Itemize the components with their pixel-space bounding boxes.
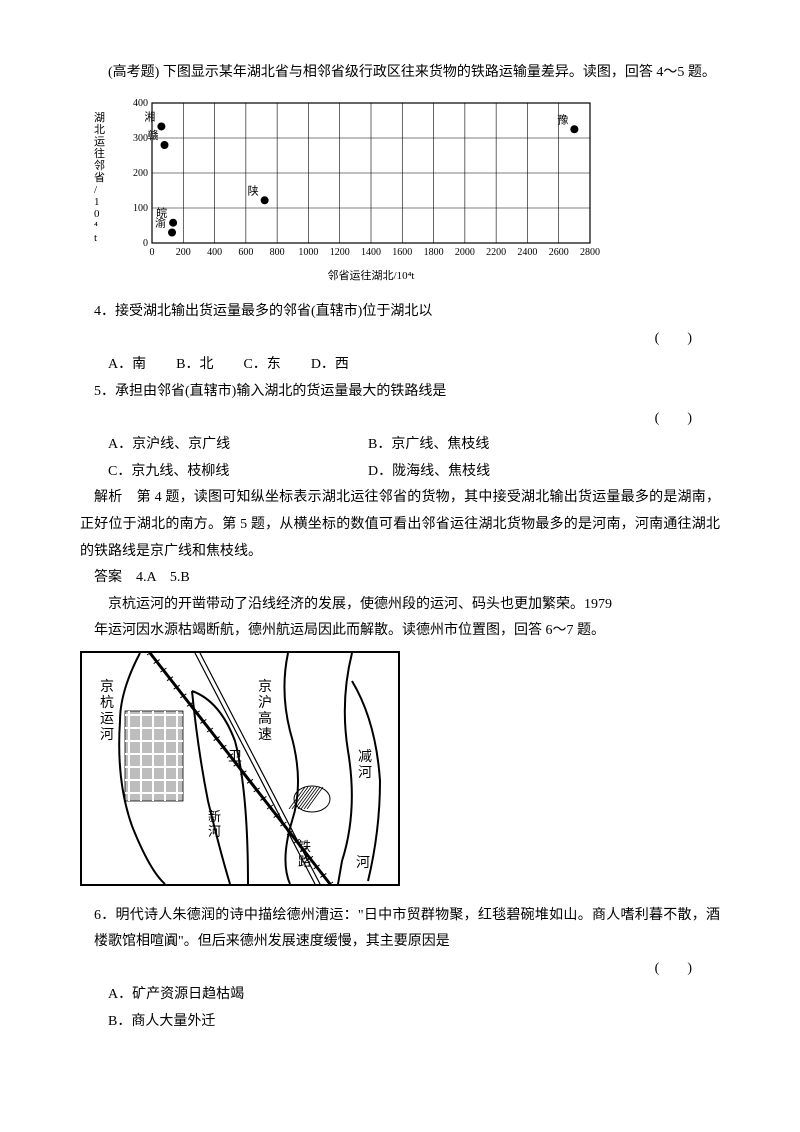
svg-text:2400: 2400 <box>517 247 537 258</box>
q4-opt-b: B．北 <box>176 352 213 379</box>
map-figure: 京杭运河京沪高速新河卫减河铁路河 <box>80 651 720 897</box>
q4-paren: ( ) <box>80 326 720 353</box>
svg-text:200: 200 <box>133 168 148 179</box>
svg-text:赣: 赣 <box>148 128 159 142</box>
svg-text:豫: 豫 <box>557 113 568 126</box>
svg-text:往: 往 <box>94 146 105 160</box>
svg-text:北: 北 <box>94 123 105 136</box>
q4-opt-d: D．西 <box>311 352 349 379</box>
svg-text:杭: 杭 <box>100 695 114 711</box>
svg-text:800: 800 <box>270 247 285 258</box>
svg-text:300: 300 <box>133 133 148 144</box>
q6-stem: 6．明代诗人朱德润的诗中描绘德州漕运："日中市贸群物聚，红毯碧碗堆如山。商人嗜利… <box>94 903 720 956</box>
svg-text:京: 京 <box>258 679 272 695</box>
scatter-chart: 0200400600800100012001400160018002000220… <box>80 93 720 294</box>
q6-text: 明代诗人朱德润的诗中描绘德州漕运："日中市贸群物聚，红毯碧碗堆如山。商人嗜利暮不… <box>94 908 720 950</box>
q5-opt-c: C．京九线、枝柳线 <box>108 459 368 486</box>
q5-text: 承担由邻省(直辖市)输入湖北的货运量最大的铁路线是 <box>115 384 446 399</box>
q4-opt-a: A．南 <box>108 352 146 379</box>
svg-text:湘: 湘 <box>144 109 155 123</box>
svg-text:速: 速 <box>258 727 272 743</box>
svg-text:1400: 1400 <box>361 247 381 258</box>
q4-options: A．南 B．北 C．东 D．西 <box>108 352 720 379</box>
q5-number: 5． <box>94 384 115 399</box>
svg-text:邻: 邻 <box>94 159 105 172</box>
svg-text:100: 100 <box>133 203 148 214</box>
intro-text-2b: 年运河因水源枯竭断航，德州航运局因此而解散。读德州市位置图，回答 6～7 题。 <box>94 618 720 645</box>
q5-opt-d: D．陇海线、焦枝线 <box>368 459 628 486</box>
svg-text:⁴: ⁴ <box>94 220 98 232</box>
q6-opt-b: B．商人大量外迁 <box>108 1009 720 1036</box>
answer-45: 答案 4.A 5.B <box>80 565 720 592</box>
q5-options: A．京沪线、京广线 B．京广线、焦枝线 C．京九线、枝柳线 D．陇海线、焦枝线 <box>108 432 720 485</box>
q5-paren: ( ) <box>80 406 720 433</box>
intro-text-1: (高考题) 下图显示某年湖北省与相邻省级行政区往来货物的铁路运输量差异。读图，回… <box>80 60 720 87</box>
svg-text:铁: 铁 <box>298 839 311 854</box>
svg-text:1800: 1800 <box>424 247 444 258</box>
svg-text:2000: 2000 <box>455 247 475 258</box>
q6-number: 6． <box>94 908 116 923</box>
svg-text:运: 运 <box>94 135 105 148</box>
q5-opt-b: B．京广线、焦枝线 <box>368 432 628 459</box>
svg-text:400: 400 <box>207 247 222 258</box>
q4-opt-c: C．东 <box>243 352 280 379</box>
analysis-45: 解析 第 4 题，读图可知纵坐标表示湖北运往邻省的货物，其中接受湖北输出货运量最… <box>80 485 720 565</box>
q6-opt-a: A．矿产资源日趋枯竭 <box>108 982 720 1009</box>
svg-text:600: 600 <box>238 247 253 258</box>
svg-text:1200: 1200 <box>330 247 350 258</box>
q5-opt-a: A．京沪线、京广线 <box>108 432 368 459</box>
svg-text:1600: 1600 <box>392 247 412 258</box>
svg-text:渝: 渝 <box>155 215 166 229</box>
svg-text:400: 400 <box>133 98 148 109</box>
svg-text:/: / <box>94 184 98 196</box>
q5-stem: 5．承担由邻省(直辖市)输入湖北的货运量最大的铁路线是 <box>94 379 720 406</box>
svg-text:京: 京 <box>100 679 114 695</box>
svg-text:高: 高 <box>258 710 272 727</box>
svg-text:减: 减 <box>358 749 372 765</box>
intro-text-2a: 京杭运河的开凿带动了沿线经济的发展，使德州段的运河、码头也更加繁荣。1979 <box>80 592 720 619</box>
svg-text:河: 河 <box>356 855 370 871</box>
svg-text:沪: 沪 <box>258 695 272 711</box>
svg-text:陕: 陕 <box>248 183 259 197</box>
svg-text:运: 运 <box>100 711 114 727</box>
q4-text: 接受湖北输出货运量最多的邻省(直辖市)位于湖北以 <box>115 304 432 319</box>
svg-text:1: 1 <box>94 196 100 208</box>
svg-text:0: 0 <box>150 247 155 258</box>
q4-stem: 4．接受湖北输出货运量最多的邻省(直辖市)位于湖北以 <box>94 299 720 326</box>
svg-text:河: 河 <box>208 824 221 839</box>
svg-text:省: 省 <box>94 171 105 184</box>
svg-text:路: 路 <box>298 854 311 869</box>
svg-text:0: 0 <box>94 208 100 220</box>
svg-text:1000: 1000 <box>298 247 318 258</box>
svg-text:河: 河 <box>358 765 372 781</box>
svg-text:2800: 2800 <box>580 247 600 258</box>
svg-text:2200: 2200 <box>486 247 506 258</box>
svg-text:2600: 2600 <box>549 247 569 258</box>
svg-text:卫: 卫 <box>228 750 242 765</box>
svg-text:0: 0 <box>143 238 148 249</box>
svg-text:t: t <box>94 232 97 244</box>
q6-paren: ( ) <box>80 956 720 983</box>
svg-text:邻省运往湖北/10⁴t: 邻省运往湖北/10⁴t <box>328 268 415 282</box>
svg-text:200: 200 <box>176 247 191 258</box>
svg-text:湖: 湖 <box>94 111 105 124</box>
svg-text:新: 新 <box>208 809 221 824</box>
svg-text:河: 河 <box>100 727 114 743</box>
q4-number: 4． <box>94 304 115 319</box>
